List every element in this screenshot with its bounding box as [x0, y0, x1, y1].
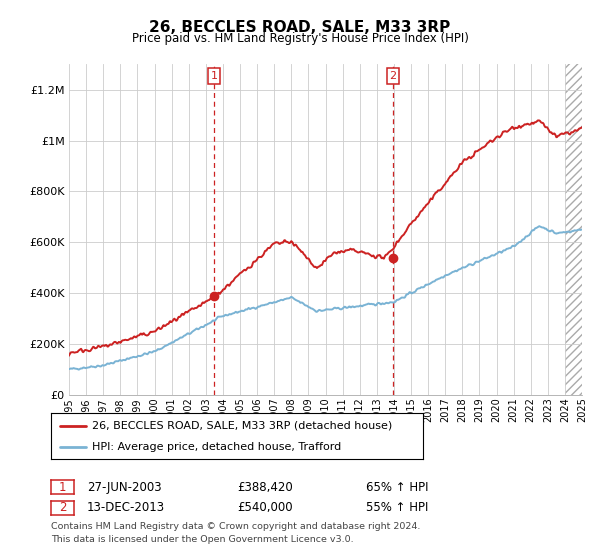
- Text: Contains HM Land Registry data © Crown copyright and database right 2024.
This d: Contains HM Land Registry data © Crown c…: [51, 522, 421, 544]
- Text: 26, BECCLES ROAD, SALE, M33 3RP: 26, BECCLES ROAD, SALE, M33 3RP: [149, 20, 451, 35]
- Text: 55% ↑ HPI: 55% ↑ HPI: [366, 501, 428, 515]
- Text: 1: 1: [211, 71, 218, 81]
- Text: £388,420: £388,420: [237, 480, 293, 494]
- Text: Price paid vs. HM Land Registry's House Price Index (HPI): Price paid vs. HM Land Registry's House …: [131, 32, 469, 45]
- Text: 27-JUN-2003: 27-JUN-2003: [87, 480, 161, 494]
- Text: 65% ↑ HPI: 65% ↑ HPI: [366, 480, 428, 494]
- Text: 1: 1: [59, 480, 66, 494]
- Text: £540,000: £540,000: [237, 501, 293, 515]
- Text: 2: 2: [389, 71, 397, 81]
- Text: 13-DEC-2013: 13-DEC-2013: [87, 501, 165, 515]
- Bar: [565, 64, 582, 395]
- Text: 2: 2: [59, 501, 66, 515]
- Text: HPI: Average price, detached house, Trafford: HPI: Average price, detached house, Traf…: [92, 442, 341, 452]
- Text: 26, BECCLES ROAD, SALE, M33 3RP (detached house): 26, BECCLES ROAD, SALE, M33 3RP (detache…: [92, 421, 392, 431]
